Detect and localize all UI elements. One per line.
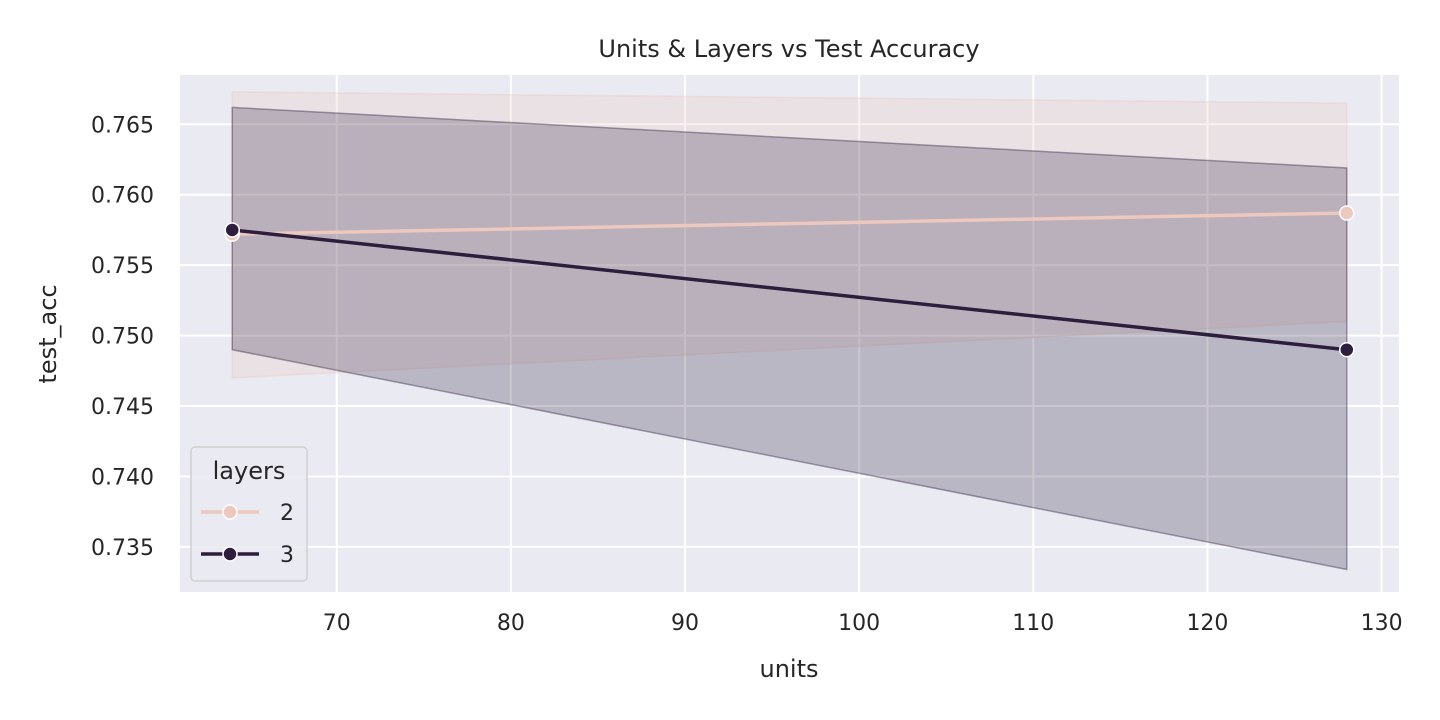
confidence-band-3 xyxy=(231,106,1348,571)
y-tick-label: 0.740 xyxy=(91,465,154,490)
data-point-3 xyxy=(1339,341,1355,358)
x-tick-label: 90 xyxy=(671,611,699,636)
y-tick-label: 0.765 xyxy=(91,113,154,138)
data-point-3 xyxy=(224,222,240,238)
legend-label-3: 3 xyxy=(280,543,294,568)
y-tick-label: 0.750 xyxy=(91,325,154,350)
x-axis-ticks: 70 80 90 100 110 120 130 xyxy=(323,611,1403,636)
series-line-2 xyxy=(232,211,1347,236)
confidence-bands xyxy=(231,91,1348,571)
legend-label-2: 2 xyxy=(280,501,294,526)
x-tick-label: 70 xyxy=(323,611,351,636)
series-line-3 xyxy=(232,228,1347,352)
y-tick-label: 0.760 xyxy=(91,184,154,209)
y-tick-label: 0.735 xyxy=(91,536,154,561)
legend: layers 2 3 xyxy=(190,446,308,582)
x-tick-label: 130 xyxy=(1361,611,1403,636)
y-axis-title: test_acc xyxy=(34,284,62,383)
x-tick-label: 80 xyxy=(497,611,525,636)
legend-title: layers xyxy=(213,457,286,485)
legend-marker-3 xyxy=(222,546,238,562)
x-tick-label: 110 xyxy=(1012,611,1054,636)
confidence-band-2 xyxy=(231,91,1348,379)
x-tick-label: 120 xyxy=(1186,611,1228,636)
y-tick-label: 0.755 xyxy=(91,254,154,279)
x-tick-label: 100 xyxy=(838,611,880,636)
y-tick-label: 0.745 xyxy=(91,395,154,420)
grid xyxy=(180,75,1399,592)
x-axis-title: units xyxy=(759,655,818,683)
y-axis-ticks: 0.735 0.740 0.745 0.750 0.755 0.760 0.765 xyxy=(91,113,154,561)
data-point-2 xyxy=(1339,205,1355,221)
legend-box xyxy=(190,446,308,582)
legend-marker-2 xyxy=(222,504,238,520)
chart-title: Units & Layers vs Test Accuracy xyxy=(598,35,979,63)
series-lines xyxy=(224,205,1355,358)
